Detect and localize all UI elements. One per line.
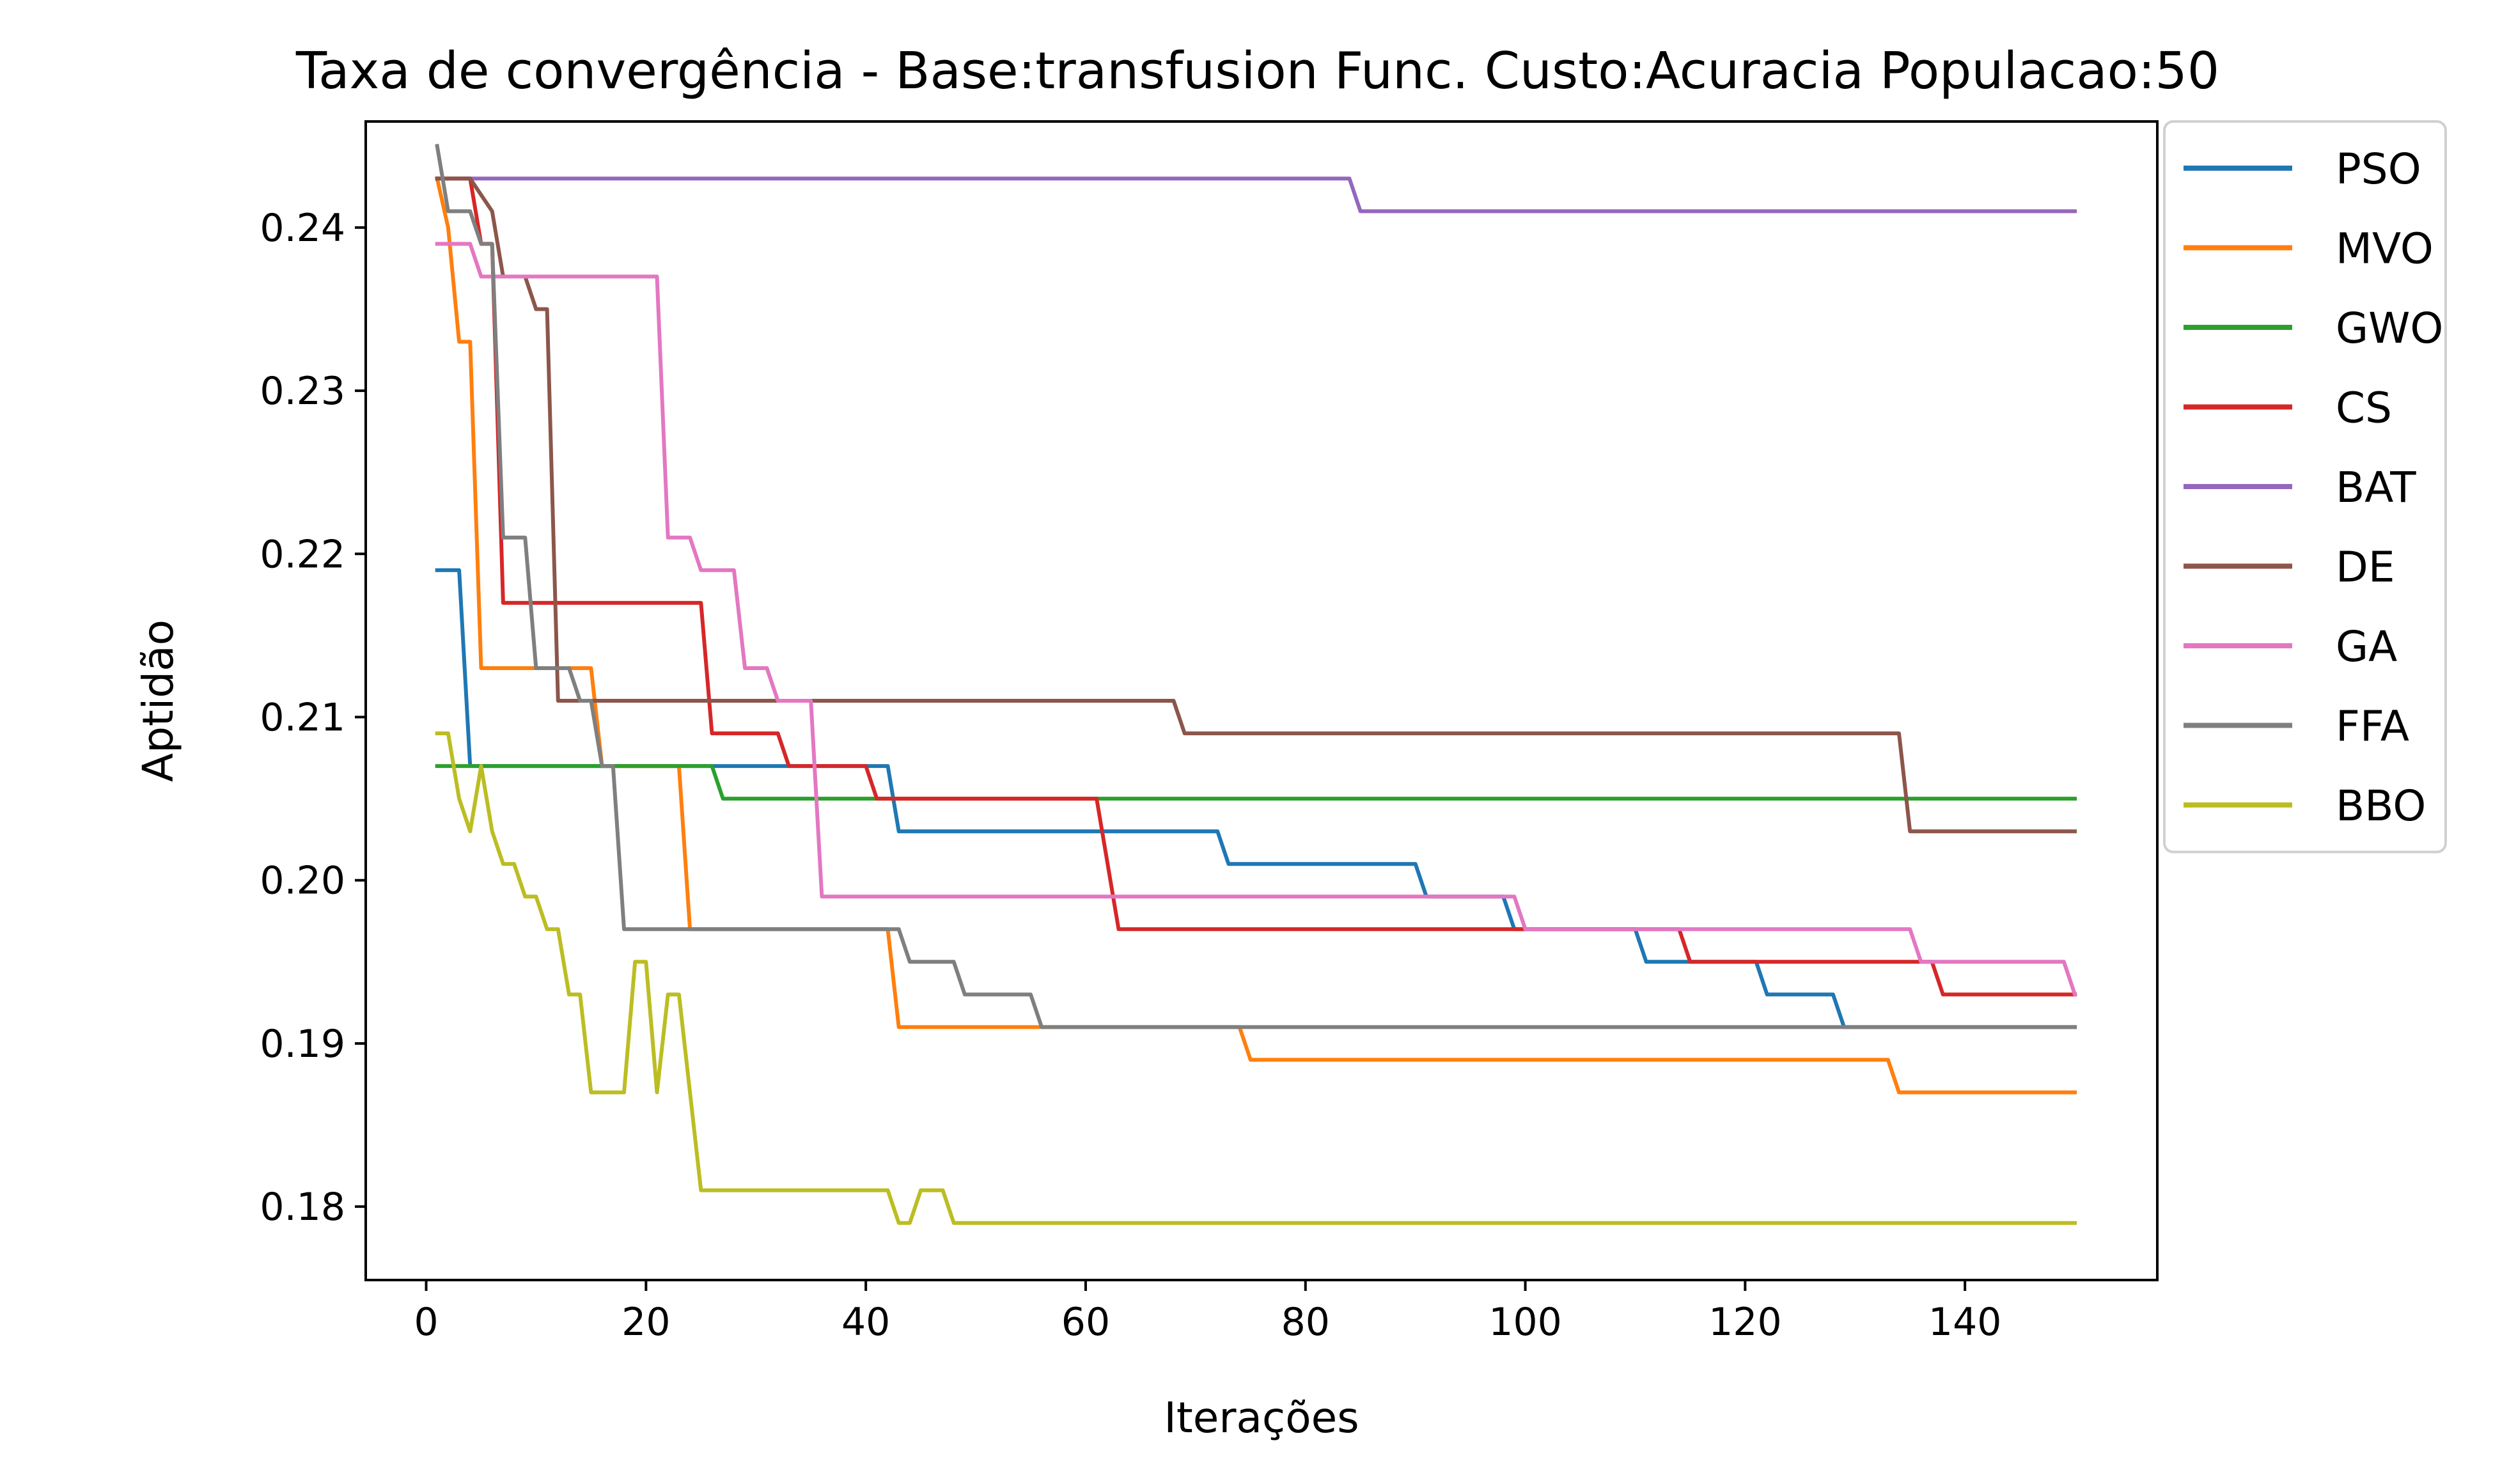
legend-entry-ga: GA <box>2184 622 2397 671</box>
x-tick-label: 20 <box>621 1300 670 1345</box>
series-line-gwo <box>435 764 2077 801</box>
legend-label: FFA <box>2336 702 2409 751</box>
y-tick-label: 0.22 <box>260 532 345 577</box>
legend-label: PSO <box>2336 144 2421 194</box>
legend: PSO MVO GWO CS BAT DE GA FFA BBO <box>2163 120 2447 854</box>
y-tick-label: 0.23 <box>260 369 345 414</box>
plot-frame <box>364 120 2159 1281</box>
y-tick-label: 0.19 <box>260 1022 345 1066</box>
x-tick-label: 40 <box>841 1300 890 1345</box>
y-tick-label: 0.18 <box>260 1185 345 1230</box>
x-tick-label: 100 <box>1489 1300 1562 1345</box>
y-tick-label: 0.20 <box>260 859 345 903</box>
legend-entry-bbo: BBO <box>2184 781 2426 831</box>
series-line-ga <box>435 242 2077 997</box>
legend-entry-cs: CS <box>2184 384 2392 433</box>
series-line-mvo <box>435 176 2077 1095</box>
x-tick-label: 80 <box>1281 1300 1330 1345</box>
x-tick-label: 60 <box>1061 1300 1110 1345</box>
x-tick-label: 0 <box>414 1300 438 1345</box>
legend-entry-ffa: FFA <box>2184 702 2409 751</box>
legend-entry-mvo: MVO <box>2184 224 2434 274</box>
legend-label: DE <box>2336 543 2395 592</box>
series-line-bat <box>435 176 2077 214</box>
series-line-ffa <box>435 143 2077 1029</box>
legend-entry-bat: BAT <box>2184 463 2416 512</box>
x-axis-label: Iterações <box>1164 1393 1359 1442</box>
legend-entry-pso: PSO <box>2184 144 2421 194</box>
y-axis-label: Aptidão <box>134 620 183 782</box>
y-tick-label: 0.24 <box>260 206 345 251</box>
x-tick-label: 120 <box>1708 1300 1782 1345</box>
x-axis: 0 20 40 60 80 100 120 140 <box>414 1280 2001 1345</box>
legend-label: GWO <box>2336 304 2443 353</box>
legend-label: CS <box>2336 384 2392 433</box>
legend-entry-de: DE <box>2184 543 2395 592</box>
series-line-de <box>435 176 2077 834</box>
plot-area <box>435 143 2077 1225</box>
legend-label: BBO <box>2336 781 2426 831</box>
y-axis: 0.18 0.19 0.20 0.21 0.22 0.23 0.24 <box>260 206 366 1230</box>
chart-title: Taxa de convergência - Base:transfusion … <box>295 42 2219 100</box>
legend-label: MVO <box>2336 224 2434 274</box>
legend-label: BAT <box>2336 463 2416 512</box>
legend-label: GA <box>2336 622 2397 671</box>
legend-entry-gwo: GWO <box>2184 304 2443 353</box>
y-tick-label: 0.21 <box>260 696 345 740</box>
legend-frame <box>2163 120 2447 854</box>
series-line-bbo <box>435 731 2077 1225</box>
x-tick-label: 140 <box>1928 1300 2002 1345</box>
